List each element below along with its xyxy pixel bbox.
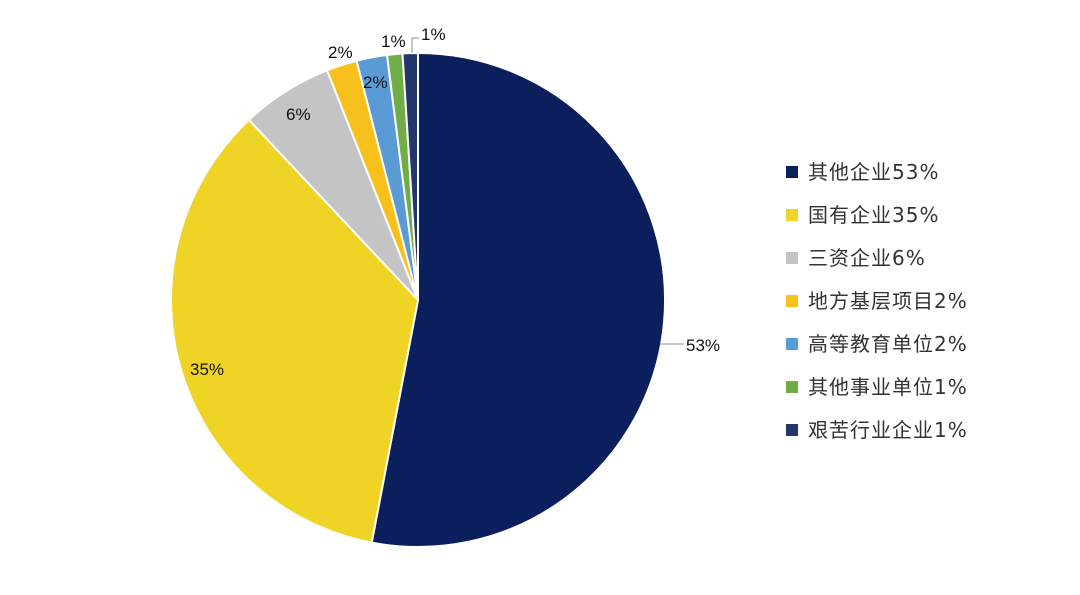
legend-label: 三资企业6% [808,246,926,270]
pie-slice [170,118,420,544]
data-label: 35% [190,360,224,379]
legend-swatch [786,338,798,350]
data-label: 6% [286,105,311,124]
data-labels: 53% 35% 6% 2% 2% 1% 1% [190,25,720,379]
data-label: 1% [421,25,446,44]
data-label: 2% [328,43,353,62]
legend: 其他企业53% 国有企业35% 三资企业6% 地方基层项目2% 高等教育单位2% 其他事业… [786,160,968,442]
legend-label: 高等教育单位2% [808,332,968,356]
legend-swatch [786,381,798,393]
legend-label: 其他企业53% [808,160,939,184]
data-label: 2% [363,73,388,92]
legend-swatch [786,166,798,178]
legend-swatch [786,424,798,436]
legend-label: 其他事业单位1% [808,375,968,399]
pie-slices [170,51,667,548]
legend-label: 国有企业35% [808,203,939,227]
leader-line [411,37,419,53]
pie-slice [401,51,419,301]
legend-label: 艰苦行业企业1% [808,418,968,442]
legend-label: 地方基层项目2% [808,289,968,313]
data-label: 1% [381,32,406,51]
leader-lines [411,37,684,345]
legend-swatch [786,295,798,307]
data-label: 53% [686,336,720,355]
legend-swatch [786,252,798,264]
pie-slice [370,51,667,548]
legend-swatch [786,209,798,221]
